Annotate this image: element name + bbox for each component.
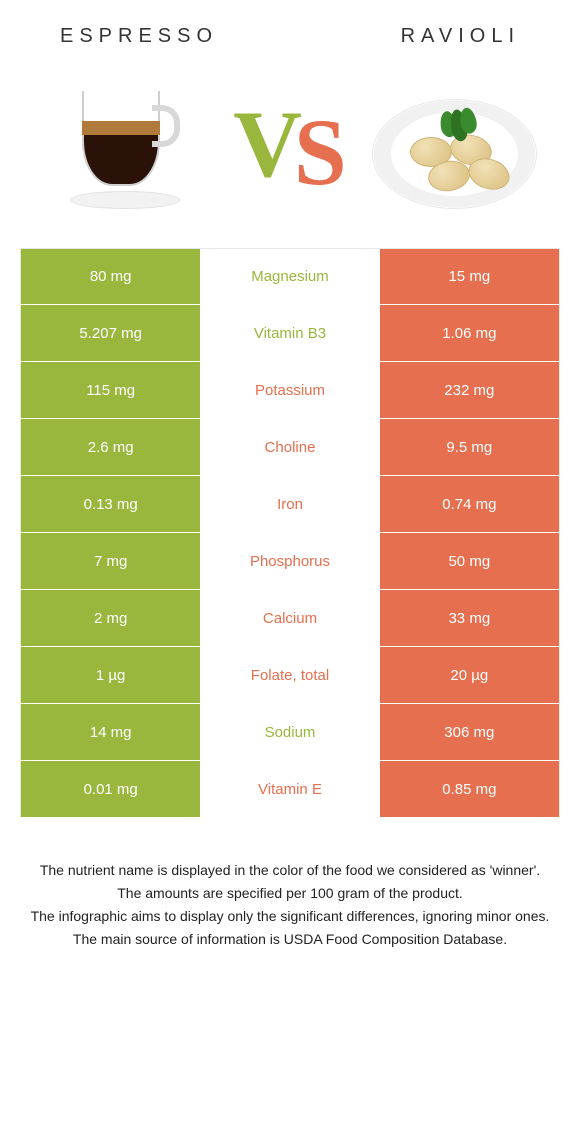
value-food2: 306 mg — [380, 704, 559, 760]
value-food1: 2.6 mg — [21, 419, 200, 475]
footnote-line: The amounts are specified per 100 gram o… — [28, 883, 552, 904]
value-food2: 0.85 mg — [380, 761, 559, 817]
food2-image — [370, 73, 540, 223]
nutrient-name: Choline — [200, 419, 379, 475]
footnote-line: The nutrient name is displayed in the co… — [28, 860, 552, 881]
table-row: 7 mgPhosphorus50 mg — [21, 533, 559, 590]
value-food2: 33 mg — [380, 590, 559, 646]
table-row: 0.01 mgVitamin E0.85 mg — [21, 761, 559, 818]
value-food2: 0.74 mg — [380, 476, 559, 532]
nutrient-name: Calcium — [200, 590, 379, 646]
value-food2: 20 µg — [380, 647, 559, 703]
header-titles: Espresso Ravioli — [0, 0, 580, 58]
value-food1: 80 mg — [21, 249, 200, 304]
nutrient-name: Phosphorus — [200, 533, 379, 589]
footnote-line: The infographic aims to display only the… — [28, 906, 552, 927]
nutrient-name: Folate, total — [200, 647, 379, 703]
table-row: 2.6 mgCholine9.5 mg — [21, 419, 559, 476]
vs-label: V S — [233, 101, 346, 196]
value-food2: 9.5 mg — [380, 419, 559, 475]
nutrient-name: Sodium — [200, 704, 379, 760]
nutrient-table: 80 mgMagnesium15 mg5.207 mgVitamin B31.0… — [20, 248, 560, 818]
table-row: 5.207 mgVitamin B31.06 mg — [21, 305, 559, 362]
nutrient-name: Potassium — [200, 362, 379, 418]
value-food2: 232 mg — [380, 362, 559, 418]
value-food1: 7 mg — [21, 533, 200, 589]
table-row: 80 mgMagnesium15 mg — [21, 248, 559, 305]
ravioli-illustration — [372, 81, 537, 216]
vs-v: V — [233, 97, 298, 192]
table-row: 14 mgSodium306 mg — [21, 704, 559, 761]
vs-s: S — [294, 105, 343, 200]
table-row: 2 mgCalcium33 mg — [21, 590, 559, 647]
value-food2: 50 mg — [380, 533, 559, 589]
value-food1: 115 mg — [21, 362, 200, 418]
nutrient-name: Magnesium — [200, 249, 379, 304]
table-row: 0.13 mgIron0.74 mg — [21, 476, 559, 533]
food1-image — [40, 73, 210, 223]
images-row: V S — [0, 58, 580, 248]
table-row: 115 mgPotassium232 mg — [21, 362, 559, 419]
nutrient-name: Vitamin B3 — [200, 305, 379, 361]
value-food1: 0.13 mg — [21, 476, 200, 532]
nutrient-name: Iron — [200, 476, 379, 532]
value-food1: 14 mg — [21, 704, 200, 760]
value-food1: 5.207 mg — [21, 305, 200, 361]
value-food1: 0.01 mg — [21, 761, 200, 817]
nutrient-name: Vitamin E — [200, 761, 379, 817]
food1-title: Espresso — [60, 25, 218, 48]
food2-title: Ravioli — [401, 25, 520, 48]
value-food2: 1.06 mg — [380, 305, 559, 361]
footnotes: The nutrient name is displayed in the co… — [0, 818, 580, 950]
value-food1: 1 µg — [21, 647, 200, 703]
table-row: 1 µgFolate, total20 µg — [21, 647, 559, 704]
value-food1: 2 mg — [21, 590, 200, 646]
footnote-line: The main source of information is USDA F… — [28, 929, 552, 950]
value-food2: 15 mg — [380, 249, 559, 304]
espresso-illustration — [70, 83, 180, 213]
